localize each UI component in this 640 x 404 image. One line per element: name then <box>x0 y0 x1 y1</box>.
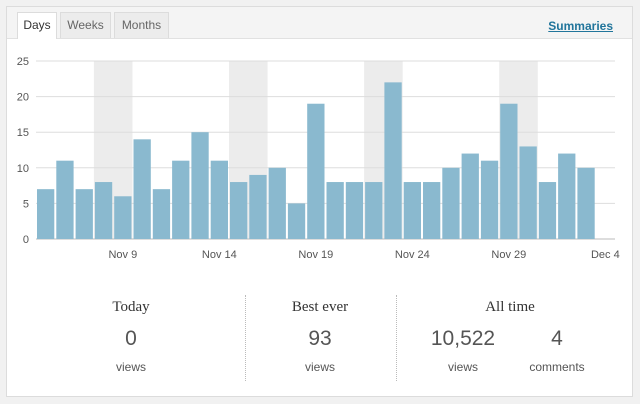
bar <box>326 182 344 239</box>
y-tick-label: 5 <box>23 198 29 210</box>
bar <box>268 167 286 239</box>
y-tick-label: 15 <box>17 127 29 139</box>
views-bar-chart: 0 5 10 15 20 25 Nov 9 Nov 14 Nov 19 Nov 24 Nov 29 D… <box>17 56 620 261</box>
y-tick-label: 25 <box>17 56 29 68</box>
x-tick-label: Nov 14 <box>202 249 237 261</box>
bar <box>423 182 441 239</box>
divider-1 <box>245 295 246 381</box>
bar <box>75 189 93 239</box>
tab-bar: Days Weeks Months Summaries <box>7 7 632 39</box>
bar <box>345 182 364 239</box>
all-time-title: All time <box>485 299 535 315</box>
summaries-link[interactable]: Summaries <box>548 19 613 33</box>
bar <box>114 196 132 239</box>
bar <box>191 132 209 239</box>
bar <box>384 82 402 239</box>
bar <box>538 182 557 239</box>
x-tick-label: Nov 24 <box>395 249 430 261</box>
bar <box>230 182 248 239</box>
all-time-comments-value: 4 <box>551 327 563 350</box>
bar <box>287 203 306 239</box>
bar <box>56 160 74 239</box>
bar <box>172 160 190 239</box>
stats-widget: Days Weeks Months Summaries 0 5 10 15 20 25 No… <box>6 6 633 397</box>
bar <box>152 189 171 239</box>
tab-days[interactable]: Days <box>17 12 57 39</box>
bar <box>133 139 151 239</box>
y-tick-label: 20 <box>17 92 29 104</box>
bar <box>500 103 518 239</box>
best-ever-label: views <box>304 360 335 374</box>
all-time-views-value: 10,522 <box>430 327 496 350</box>
best-ever-title: Best ever <box>291 299 349 315</box>
tab-months[interactable]: Months <box>114 12 169 38</box>
x-tick-label: Dec 4 <box>591 249 620 261</box>
today-title: Today <box>112 299 150 315</box>
all-time-views-label: views <box>447 360 478 374</box>
x-tick-label: Nov 19 <box>298 249 333 261</box>
x-tick-label: Nov 9 <box>108 249 137 261</box>
bar <box>37 189 55 239</box>
bar <box>403 182 421 239</box>
bar <box>365 182 383 239</box>
bar <box>210 160 228 239</box>
bar <box>461 153 479 239</box>
bar <box>442 167 460 239</box>
bar <box>307 103 325 239</box>
all-time-comments-label: comments <box>529 360 585 374</box>
tab-weeks[interactable]: Weeks <box>60 12 111 38</box>
bar <box>558 153 576 239</box>
bar <box>480 160 499 239</box>
bar <box>577 167 595 239</box>
y-tick-label: 10 <box>17 163 29 175</box>
y-tick-label: 0 <box>23 234 29 246</box>
divider-2 <box>396 295 397 381</box>
today-label: views <box>115 360 146 374</box>
best-ever-value: 93 <box>308 327 332 350</box>
today-value: 0 <box>125 327 137 350</box>
x-tick-label: Nov 29 <box>491 249 526 261</box>
bar <box>249 174 267 239</box>
bar <box>94 182 113 239</box>
bar <box>519 146 537 239</box>
stats-summary: Today 0 views Best ever 93 views All tim… <box>7 287 632 387</box>
